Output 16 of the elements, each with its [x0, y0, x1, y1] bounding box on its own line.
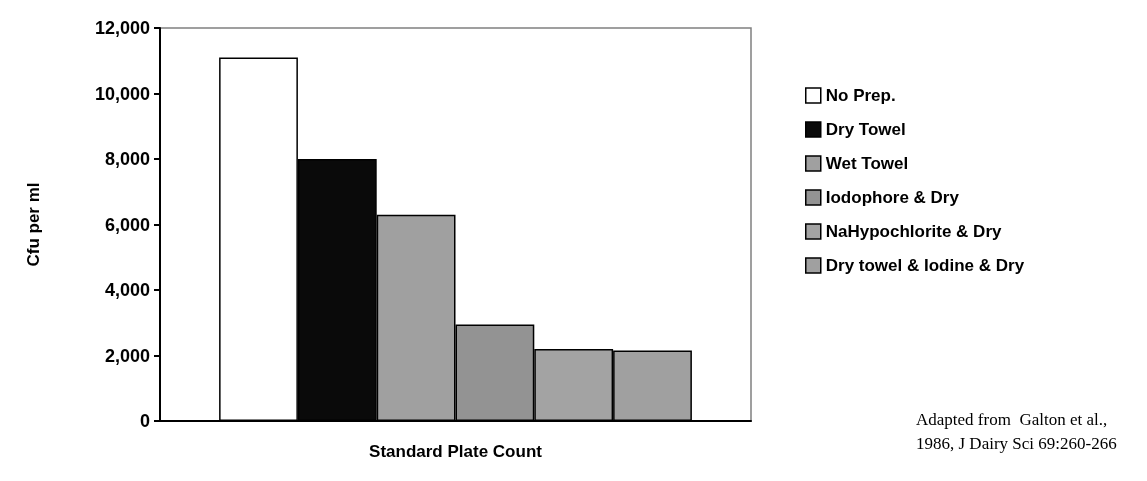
y-tick-label: 6,000	[104, 214, 150, 235]
legend-label: Iodophore & Dry	[825, 188, 960, 207]
y-tick-label: 8,000	[104, 149, 150, 169]
legend-label: Dry towel & Iodine & Dry	[825, 256, 1025, 275]
text: Adapted from Galton et al., 1986, J Dairy Sci 69:260-266	[916, 409, 1117, 453]
x-tick-label: Standard Plate Count	[369, 442, 543, 461]
legend-label: No Prep.	[825, 86, 896, 105]
y-axis-title: Cfu per ml	[24, 182, 43, 267]
legend-label: Dry Towel	[825, 120, 906, 139]
y-tick-label: 0	[139, 411, 150, 431]
y-tick-label: 12,000	[94, 18, 150, 38]
y-tick-label: 2,000	[104, 345, 150, 366]
y-tick-label: 4,000	[104, 280, 150, 300]
y-tick-label: 10,000	[94, 83, 150, 104]
legend-label: NaHypochlorite & Dry	[825, 222, 1002, 241]
legend-label: Wet Towel	[825, 154, 909, 173]
